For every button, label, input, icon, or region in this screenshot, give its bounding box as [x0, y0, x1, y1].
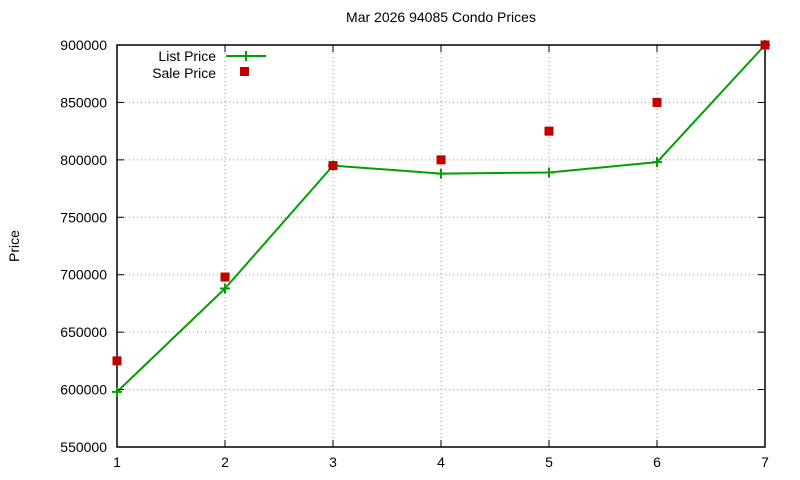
y-tick-label: 650000: [60, 324, 107, 340]
square-marker: [760, 40, 770, 50]
square-marker: [652, 97, 662, 107]
x-tick-label: 7: [761, 454, 769, 470]
x-tick-label: 2: [221, 454, 229, 470]
axis-ticks-layer: [116, 44, 766, 448]
y-tick-label: 550000: [60, 439, 107, 455]
square-marker: [436, 155, 446, 165]
square-marker: [220, 272, 230, 282]
legend-label-list-price: List Price: [158, 48, 216, 64]
tick-labels-layer: 550000 600000 650000 700000 750000 800000 8500…: [60, 37, 769, 470]
square-marker: [544, 126, 554, 136]
y-tick-label: 850000: [60, 94, 107, 110]
x-tick-label: 5: [545, 454, 553, 470]
plus-marker: [652, 157, 662, 168]
y-tick-label: 600000: [60, 382, 107, 398]
square-marker: [112, 356, 122, 366]
x-tick-label: 6: [653, 454, 661, 470]
y-axis-label: Price: [6, 230, 22, 262]
grid-layer: [117, 45, 765, 447]
plus-marker: [220, 283, 230, 294]
y-tick-label: 750000: [60, 209, 107, 225]
plus-marker: [436, 168, 446, 179]
chart-title: Mar 2026 94085 Condo Prices: [346, 9, 536, 25]
square-marker: [328, 161, 338, 171]
x-tick-label: 1: [113, 454, 121, 470]
y-tick-label: 800000: [60, 152, 107, 168]
legend: List Price Sale Price: [152, 48, 266, 81]
x-tick-label: 4: [437, 454, 445, 470]
y-tick-label: 700000: [60, 267, 107, 283]
y-tick-label: 900000: [60, 37, 107, 53]
legend-sample-sale-price-square-icon: [240, 67, 249, 76]
legend-sample-list-price-plus-icon: [241, 51, 251, 61]
x-tick-label: 3: [329, 454, 337, 470]
plus-marker: [544, 167, 554, 178]
legend-label-sale-price: Sale Price: [152, 65, 216, 81]
plus-marker: [112, 386, 122, 397]
series-markers-layer: [112, 40, 770, 397]
